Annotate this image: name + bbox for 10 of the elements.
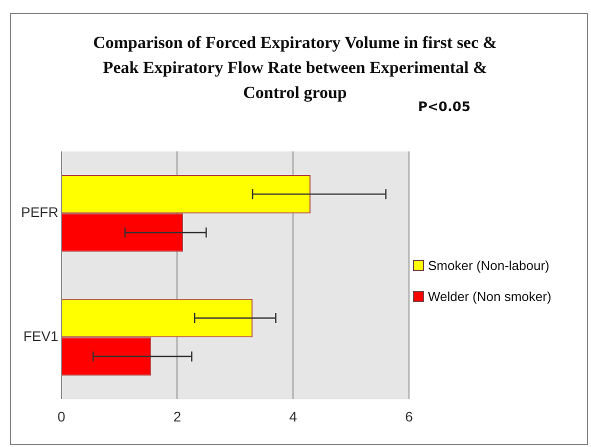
y-tick-label: PEFR xyxy=(20,204,58,220)
x-tick-label: 6 xyxy=(405,408,414,424)
y-tick-label: FEV1 xyxy=(23,328,59,344)
chart-title: Comparison of Forced Expiratory Volume in first sec & Peak Expiratory Flow Rate between Experimental & Control group xyxy=(93,33,497,102)
legend-label: Smoker (Non-labour) xyxy=(428,258,550,273)
x-tick-label: 4 xyxy=(289,408,298,424)
text: P<0.05 xyxy=(418,100,470,115)
x-tick-label: 0 xyxy=(57,408,66,424)
x-tick-label: 2 xyxy=(173,408,182,424)
legend-label: Welder (Non smoker) xyxy=(428,289,552,304)
